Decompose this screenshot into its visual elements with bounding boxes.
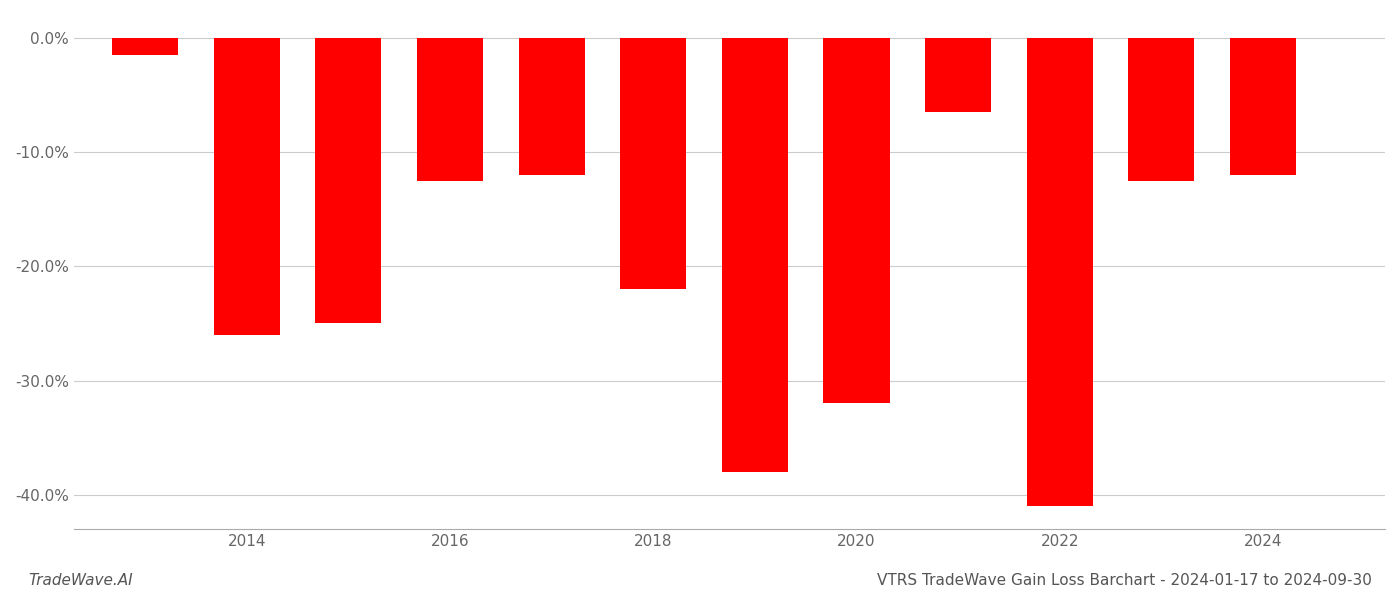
Bar [722,38,788,472]
Bar [315,38,381,323]
Bar [112,38,178,55]
Bar [925,38,991,112]
Bar [1026,38,1093,506]
Bar [823,38,889,403]
Bar [1231,38,1296,175]
Bar [518,38,585,175]
Bar [214,38,280,335]
Bar [417,38,483,181]
Bar [1128,38,1194,181]
Text: TradeWave.AI: TradeWave.AI [28,573,133,588]
Bar [620,38,686,289]
Text: VTRS TradeWave Gain Loss Barchart - 2024-01-17 to 2024-09-30: VTRS TradeWave Gain Loss Barchart - 2024… [878,573,1372,588]
